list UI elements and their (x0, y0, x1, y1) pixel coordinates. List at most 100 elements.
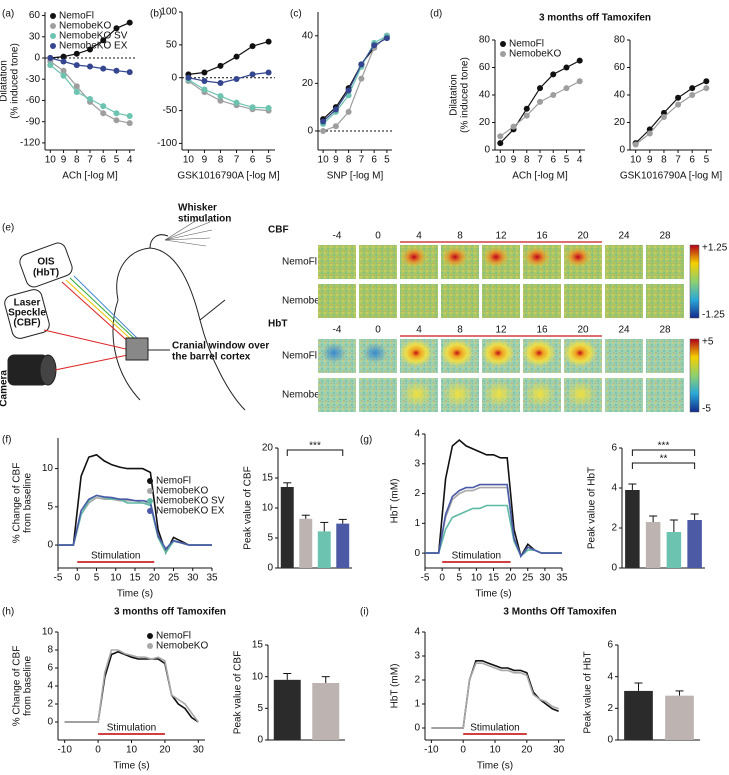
y-tick-label: 40 (302, 30, 314, 41)
x-axis-label: ACh [-log M] (62, 171, 118, 182)
y-axis-label: Peak value of HbT (587, 467, 598, 549)
time-label: 20 (577, 231, 589, 242)
x-tick-label: 7 (234, 155, 240, 166)
significance-bracket (631, 462, 696, 469)
colorbar-label: -1.25 (702, 310, 725, 321)
series-line (431, 660, 559, 729)
data-point (126, 113, 133, 120)
map-noise (646, 378, 684, 412)
group-label: NemobeKO (282, 296, 334, 307)
significance-label: ** (660, 454, 668, 465)
legend-marker (147, 488, 153, 494)
x-tick-label: 25 (522, 573, 534, 584)
data-point (249, 71, 256, 78)
data-point (201, 69, 208, 76)
y-tick-label: 100 (160, 7, 177, 18)
x-tick-label: 10 (45, 155, 57, 166)
bar (687, 520, 702, 568)
y-tick-label: 4 (47, 681, 53, 692)
colorbar-label: +1.25 (702, 243, 728, 254)
data-point (73, 62, 80, 69)
ois-label: OIS (37, 257, 55, 268)
legend-label: NemobeKO EX (156, 506, 225, 517)
y-tick-label: 5 (257, 703, 263, 714)
map-noise (400, 284, 438, 318)
data-point (233, 99, 240, 106)
y-tick-label: 10 (42, 463, 54, 474)
bar (299, 518, 313, 568)
data-point (73, 83, 80, 90)
window-label: the barrel cortex (172, 352, 251, 363)
panel-label: (i) (360, 607, 369, 618)
map-activation (523, 246, 551, 268)
colorbar-label: +5 (702, 337, 714, 348)
significance-bracket (631, 449, 696, 456)
data-point (675, 94, 682, 101)
map-activation (484, 381, 514, 407)
data-point (265, 38, 272, 45)
y-tick-label: 0 (611, 563, 617, 574)
time-label: 8 (457, 231, 463, 242)
x-tick-label: 8 (218, 155, 224, 166)
time-label: -4 (333, 231, 342, 242)
x-axis-label: ACh [-log M] (512, 171, 568, 182)
x-tick-label: 5 (456, 573, 462, 584)
map-activation (402, 381, 432, 407)
series-line (188, 80, 269, 112)
data-point (537, 98, 543, 105)
y-tick-label: 3 (414, 458, 420, 469)
legend-marker (147, 498, 153, 504)
chart-title: 3 Months Off Tamoxifen (503, 607, 616, 618)
x-tick-label: 10 (126, 745, 138, 756)
time-label: 4 (416, 231, 422, 242)
y-axis-label: % Change of CBF (12, 646, 23, 727)
y-tick-label: -30 (26, 74, 41, 85)
panel-label: (c) (290, 9, 302, 20)
y-axis-label: Peak value of HbT (583, 651, 594, 733)
x-tick-label: 7 (537, 155, 543, 166)
x-tick-label: 15 (488, 573, 500, 584)
y-tick-label: 2 (414, 488, 420, 499)
x-tick-label: -10 (57, 745, 72, 756)
y-tick-label: 20 (614, 117, 626, 128)
legend-marker (147, 478, 153, 484)
y-tick-label: -90 (26, 116, 41, 127)
x-tick-label: 7 (675, 155, 681, 166)
bar (312, 683, 340, 740)
y-tick-label: 0 (307, 126, 313, 137)
panel-label: (b) (150, 9, 162, 20)
series-line (64, 649, 199, 723)
data-point (87, 46, 93, 53)
y-tick-label: 60 (614, 62, 626, 73)
legend-label: NemobeKO (156, 641, 208, 652)
y-tick-label: 0 (414, 723, 420, 734)
x-tick-label: 5 (564, 155, 570, 166)
ois-label: (HbT) (33, 268, 59, 279)
colorbar-label: -5 (702, 404, 711, 415)
time-label: 16 (536, 325, 548, 336)
x-tick-label: 6 (550, 155, 556, 166)
series-line (431, 662, 559, 729)
x-tick-label: 5 (266, 155, 272, 166)
y-tick-label: -50 (163, 105, 178, 116)
map-noise (605, 378, 643, 412)
series-line (322, 35, 388, 132)
data-point (660, 114, 667, 120)
y-axis-label: % Change of CBF (12, 463, 23, 544)
y-tick-label: 0 (619, 145, 625, 156)
x-tick-label: 10 (630, 155, 642, 166)
map-activation (322, 343, 346, 363)
bar (336, 523, 350, 568)
stimulation-label: Stimulation (91, 551, 140, 562)
series-line (635, 80, 707, 144)
data-point (703, 85, 710, 92)
time-label: 28 (659, 231, 671, 242)
map-noise (605, 339, 643, 373)
map-activation (525, 381, 555, 407)
data-point (689, 85, 696, 92)
y-tick-label: -120 (20, 138, 40, 149)
time-label: 12 (495, 325, 507, 336)
legend-label: NemobeKO SV (59, 31, 128, 42)
x-tick-label: 4 (577, 155, 583, 166)
